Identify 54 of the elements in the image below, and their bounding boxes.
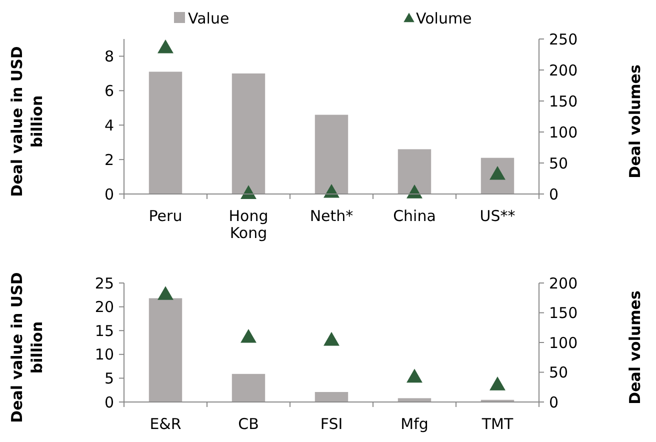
y-tick-label: 20 <box>94 298 114 316</box>
y2-tick-label: 0 <box>549 185 559 204</box>
y2-tick-label: 50 <box>549 154 568 172</box>
x-tick-label: Peru <box>148 207 182 225</box>
x-tick-label: CB <box>238 415 259 433</box>
y2-tick-label: 150 <box>549 92 578 110</box>
bar <box>314 392 348 402</box>
y-tick-label: 8 <box>104 47 114 66</box>
point <box>158 39 174 54</box>
legend-label: Volume <box>416 9 472 28</box>
y-axis-title: Deal value in USD billion <box>8 46 46 197</box>
y2-tick-label: 250 <box>549 30 578 48</box>
legend-label: Value <box>188 9 230 28</box>
point <box>158 286 174 300</box>
y-axis-title: Deal value in USD billion <box>8 272 46 423</box>
point <box>324 332 340 346</box>
y2-axis-title: Deal volumes <box>626 290 644 404</box>
y2-tick-label: 50 <box>549 364 568 382</box>
y-tick-label: 10 <box>94 346 114 364</box>
x-tick-label: Neth* <box>310 207 354 225</box>
x-tick-label: China <box>393 207 436 225</box>
bar <box>398 398 432 402</box>
y-tick-label: 4 <box>104 116 114 134</box>
point <box>240 185 256 199</box>
point <box>490 376 506 390</box>
point <box>240 328 256 343</box>
y2-tick-label: 100 <box>549 123 578 142</box>
y2-tick-label: 200 <box>549 61 578 80</box>
x-tick-label: US** <box>480 207 516 225</box>
y2-axis-title: Deal volumes <box>626 64 644 178</box>
x-tick-label: TMT <box>480 415 514 433</box>
y-tick-label: 25 <box>94 274 114 292</box>
y2-tick-label: 100 <box>549 334 578 352</box>
x-tick-label: Hong Kong <box>228 207 268 242</box>
y-tick-label: 0 <box>104 393 114 412</box>
y2-tick-label: 0 <box>549 393 559 412</box>
bar <box>232 374 266 402</box>
y-tick-label: 15 <box>94 322 114 340</box>
y-tick-label: 0 <box>104 185 114 204</box>
point <box>406 368 422 383</box>
bar <box>148 298 182 402</box>
bar <box>232 73 266 194</box>
x-tick-label: FSI <box>320 415 343 433</box>
y2-tick-label: 200 <box>549 274 578 292</box>
point <box>406 184 422 198</box>
bar <box>148 72 182 194</box>
y2-tick-label: 150 <box>549 304 578 322</box>
y-tick-label: 6 <box>104 82 114 100</box>
y-tick-label: 5 <box>104 369 114 388</box>
x-tick-label: E&R <box>150 415 182 433</box>
bar <box>398 149 432 194</box>
y-tick-label: 2 <box>104 150 114 169</box>
x-tick-label: Mfg <box>400 415 428 433</box>
bar <box>314 114 348 194</box>
